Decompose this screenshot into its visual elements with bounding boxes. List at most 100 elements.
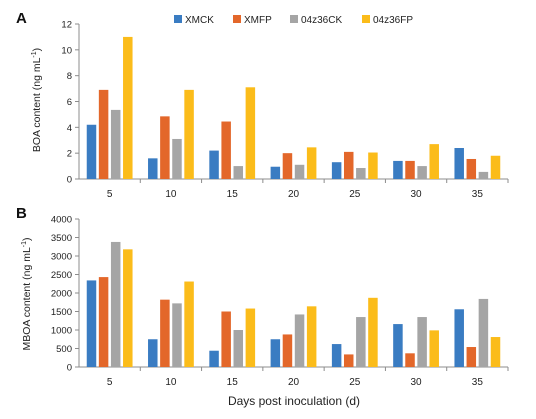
bar-b-xmck-day-20 <box>270 339 281 367</box>
panel-b-x-tick-label: 5 <box>107 377 113 388</box>
bar-b-xmck-day-35 <box>454 309 464 367</box>
bar-b-xmfp-day-5 <box>98 277 109 367</box>
bar-a-04z36fp-day-5 <box>123 36 133 179</box>
bar-b-04z36ck-day-5 <box>110 241 121 367</box>
bar-b-04z36fp-day-20 <box>306 306 317 367</box>
panel-b-y-tick-label: 1500 <box>51 307 72 318</box>
legend: XMCK XMFP 04z36CK 04z36FP <box>174 15 413 26</box>
panel-b-marks: 0 500 1000 1500 2000 2500 3000 3500 4000 5 10 15 20 2… <box>51 215 509 388</box>
bar-a-04z36ck-day-20 <box>294 164 305 179</box>
bar-b-xmfp-day-30 <box>405 353 415 367</box>
bar-a-04z36fp-day-35 <box>490 155 501 179</box>
panel-a-y-tick-label: 0 <box>67 175 72 186</box>
panel-a-x-tick-label: 10 <box>165 189 177 200</box>
panel-a-y-tick-label: 10 <box>61 45 72 56</box>
x-axis-title: Days post inoculation (d) <box>228 394 360 408</box>
panel-b-y-tick-label: 3500 <box>51 233 72 244</box>
panel-b-y-tick-label: 2500 <box>51 270 72 281</box>
bar-b-xmfp-day-10 <box>160 299 170 367</box>
panel-b-y-tick-label: 1000 <box>51 326 72 337</box>
bar-a-xmfp-day-5 <box>98 89 109 179</box>
panel-b-x-tick-label: 30 <box>411 377 423 388</box>
panel-a-x-tick-label: 15 <box>227 189 239 200</box>
panel-b-y-axis-label: MBOA content (ng mL-1) <box>21 237 33 350</box>
chart-marks: 0 2 4 6 8 10 12 5 10 15 20 25 30 35 0 500 1000 1500 2000 25… <box>51 20 509 388</box>
panel-b-x-tick-label: 35 <box>472 377 484 388</box>
panel-b-y-tick-label: 4000 <box>51 215 72 226</box>
panel-a-x-tick-label: 20 <box>288 189 300 200</box>
bar-b-xmck-day-5 <box>86 280 97 367</box>
bar-a-04z36fp-day-30 <box>429 144 439 179</box>
bar-a-xmfp-day-30 <box>405 160 415 179</box>
bar-b-04z36fp-day-35 <box>490 337 501 367</box>
bar-b-04z36fp-day-15 <box>245 308 256 367</box>
legend-label-04z36ck: 04z36CK <box>301 15 342 26</box>
panel-b: B MBOA content (ng mL-1) Days post inocu… <box>16 205 360 408</box>
bar-b-xmck-day-15 <box>209 350 219 367</box>
panel-b-y-tick-label: 3000 <box>51 252 72 263</box>
bar-a-xmck-day-35 <box>454 148 464 179</box>
panel-a-y-tick-label: 2 <box>67 149 72 160</box>
panel-a-marks: 0 2 4 6 8 10 12 5 10 15 20 25 30 35 <box>61 20 509 200</box>
bar-b-04z36ck-day-10 <box>172 303 182 367</box>
legend-label-xmck: XMCK <box>185 15 214 26</box>
legend-label-xmfp: XMFP <box>244 15 272 26</box>
bar-a-xmfp-day-35 <box>466 158 477 179</box>
bar-a-04z36fp-day-20 <box>306 147 317 179</box>
bar-a-xmck-day-25 <box>331 162 342 179</box>
legend-swatch-xmfp <box>233 15 241 23</box>
bar-b-xmfp-day-25 <box>343 354 354 367</box>
panel-a-x-tick-label: 25 <box>349 189 361 200</box>
legend-swatch-04z36ck <box>290 15 298 23</box>
bar-a-04z36ck-day-30 <box>417 166 427 179</box>
bar-a-xmck-day-10 <box>148 158 158 179</box>
panel-b-x-tick-label: 10 <box>165 377 177 388</box>
panel-a-y-tick-label: 4 <box>67 123 72 134</box>
bar-a-xmfp-day-10 <box>160 116 170 179</box>
bar-a-04z36ck-day-35 <box>478 171 489 179</box>
bar-b-xmck-day-30 <box>393 324 403 367</box>
bar-b-xmfp-day-15 <box>221 311 231 367</box>
legend-label-04z36fp: 04z36FP <box>373 15 413 26</box>
bar-b-xmfp-day-20 <box>282 334 293 367</box>
bar-a-04z36ck-day-15 <box>233 166 244 179</box>
bar-b-04z36ck-day-30 <box>417 317 427 367</box>
bar-a-04z36fp-day-15 <box>245 87 256 179</box>
panel-a-y-tick-label: 12 <box>61 20 72 31</box>
panel-a-x-tick-label: 30 <box>411 189 423 200</box>
panel-a-x-tick-label: 5 <box>107 189 113 200</box>
panel-a-y-tick-label: 6 <box>67 97 72 108</box>
bar-b-04z36ck-day-35 <box>478 298 489 367</box>
panel-b-y-tick-label: 2000 <box>51 289 72 300</box>
bar-a-xmck-day-15 <box>209 150 219 179</box>
panel-a: A BOA content (ng mL-1) XMCK XMFP 04z36CK 0… <box>16 10 413 152</box>
panel-a-x-tick-label: 35 <box>472 189 484 200</box>
bar-a-04z36ck-day-25 <box>356 168 366 179</box>
panel-b-x-tick-label: 25 <box>349 377 361 388</box>
panel-a-y-tick-label: 8 <box>67 71 72 82</box>
bar-a-04z36fp-day-25 <box>368 152 378 179</box>
bar-b-xmck-day-10 <box>148 339 158 367</box>
legend-swatch-xmck <box>174 15 182 23</box>
panel-a-letter: A <box>16 10 27 27</box>
panel-b-x-tick-label: 15 <box>227 377 239 388</box>
bar-b-04z36fp-day-10 <box>184 281 194 367</box>
panel-b-y-tick-label: 0 <box>67 363 72 374</box>
panel-b-x-tick-label: 20 <box>288 377 300 388</box>
bar-b-04z36ck-day-20 <box>294 314 305 367</box>
bar-b-04z36fp-day-25 <box>368 297 378 367</box>
bar-a-xmfp-day-15 <box>221 121 231 179</box>
bar-b-04z36fp-day-30 <box>429 330 439 367</box>
bar-a-xmfp-day-25 <box>343 151 354 179</box>
bar-b-xmck-day-25 <box>331 344 342 367</box>
bar-b-04z36fp-day-5 <box>123 249 133 367</box>
bar-b-04z36ck-day-15 <box>233 330 244 367</box>
panel-a-y-axis-label: BOA content (ng mL-1) <box>31 48 43 152</box>
bar-a-04z36ck-day-10 <box>172 138 182 179</box>
bar-a-04z36ck-day-5 <box>110 109 121 179</box>
legend-swatch-04z36fp <box>362 15 370 23</box>
bar-b-04z36ck-day-25 <box>356 317 366 367</box>
bar-a-xmck-day-20 <box>270 166 281 179</box>
bar-b-xmfp-day-35 <box>466 347 477 367</box>
